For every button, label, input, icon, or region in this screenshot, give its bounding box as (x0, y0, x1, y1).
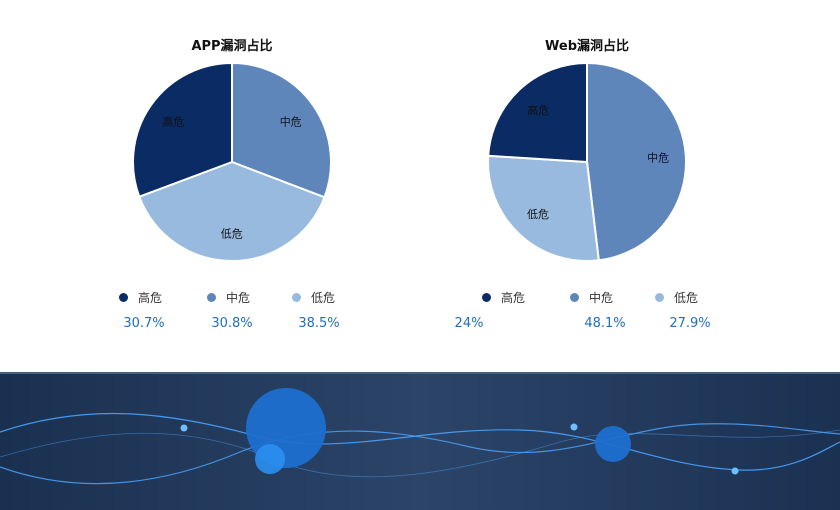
pie-slice (137, 160, 326, 262)
legend-label: 中危 (226, 291, 251, 305)
pie-slice (586, 61, 687, 262)
pie-slice (132, 61, 233, 198)
slice-label: 低危 (221, 227, 243, 240)
bubble (595, 426, 631, 462)
pie-slice (231, 61, 332, 199)
node-dot (180, 424, 188, 432)
legend-dot (570, 293, 579, 302)
legend-item-low: 低危 (655, 289, 698, 306)
percent-medium: 48.1% (584, 316, 626, 331)
node-dot (731, 467, 739, 475)
bubble (255, 444, 285, 474)
chart-title: Web漏洞占比 (545, 39, 629, 54)
percent-high: 24% (454, 316, 484, 331)
slice-label: 中危 (280, 116, 302, 129)
wave-line (0, 412, 840, 471)
legend-item-low: 低危 (292, 289, 335, 306)
slice-label: 中危 (647, 152, 669, 165)
percent-medium: 30.8% (211, 316, 253, 331)
legend-item-high: 高危 (119, 289, 162, 306)
chart-title: APP漏洞占比 (191, 39, 273, 54)
legend-item-high: 高危 (482, 289, 525, 306)
legend-label: 中危 (589, 291, 614, 305)
percent-high: 30.7% (123, 316, 165, 331)
banner-top-edge (0, 372, 840, 374)
legend-dot (655, 293, 664, 302)
slice-label: 高危 (162, 114, 184, 128)
decorative-banner (0, 372, 840, 510)
legend-item-medium: 中危 (570, 289, 613, 306)
legend-dot (207, 293, 216, 302)
legend-label: 低危 (674, 291, 699, 305)
pie-slice (487, 154, 600, 262)
legend-label: 高危 (138, 291, 163, 305)
percent-low: 27.9% (669, 316, 711, 331)
legend-dot (292, 293, 301, 302)
legend-item-medium: 中危 (207, 289, 250, 306)
slice-label: 高危 (527, 103, 549, 117)
node-dot (570, 423, 578, 431)
percent-low: 38.5% (298, 316, 340, 331)
wave-line (0, 423, 840, 485)
web-vuln-chart: Web漏洞占比 中危 低危 高危 高危 中危 低危 24% 48.1% 27.9% (437, 0, 737, 350)
app-vuln-chart: APP漏洞占比 中危 低危 高危 高危 中危 低危 30.7% 30.8% 38.5… (82, 0, 382, 350)
wave-line (0, 429, 840, 478)
legend-dot (482, 293, 491, 302)
pie-slice (487, 61, 588, 164)
slice-label: 低危 (527, 208, 549, 221)
legend-label: 低危 (311, 291, 336, 305)
banner-graphic (0, 372, 840, 510)
legend-label: 高危 (501, 291, 526, 305)
banner-background (0, 372, 840, 510)
legend-dot (119, 293, 128, 302)
